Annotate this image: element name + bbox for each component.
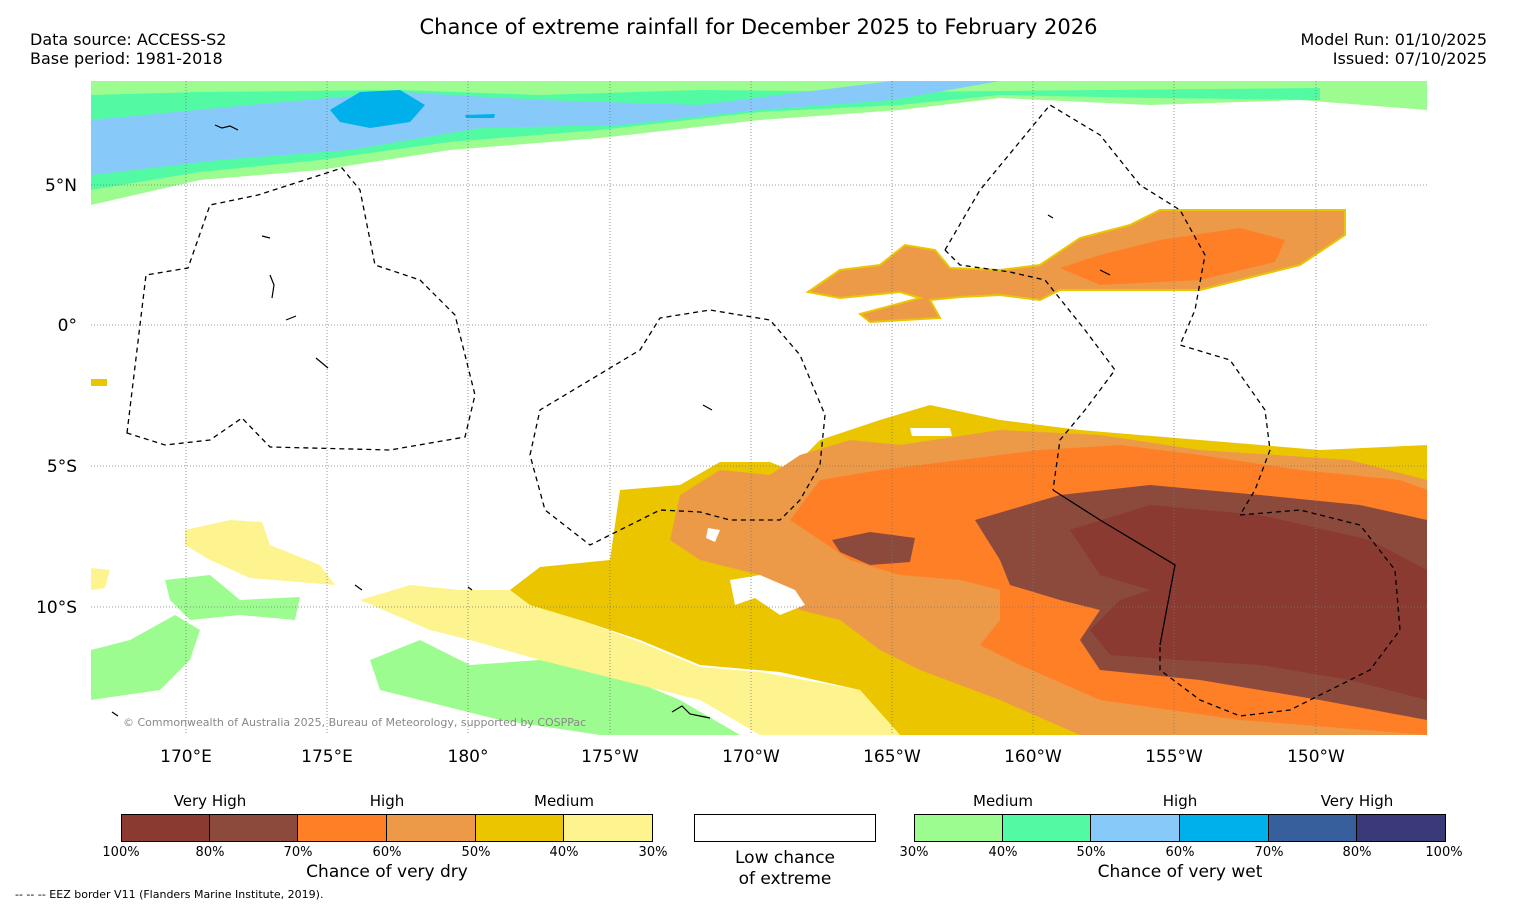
eez-borders	[126, 104, 1401, 717]
wet-swatch	[1269, 814, 1357, 842]
wet-south-2	[165, 575, 300, 620]
dry-swatch	[121, 814, 210, 842]
islands	[111, 124, 1111, 719]
copyright-note: © Commonwealth of Australia 2025, Bureau…	[123, 716, 586, 729]
lon-label: 175°W	[581, 747, 639, 767]
dry-cat-medium: Medium	[534, 792, 594, 810]
dry-north-60	[1060, 228, 1285, 285]
wet-swatch	[1091, 814, 1180, 842]
run-info: Model Run: 01/10/2025 Issued: 07/10/2025	[1301, 30, 1488, 68]
wet-cat-high: High	[1162, 792, 1198, 810]
dry-south-30	[360, 585, 900, 735]
dry-south-80b	[832, 532, 915, 565]
base-period: Base period: 1981-2018	[30, 49, 223, 68]
map-fields	[91, 81, 1427, 735]
eez-solid-segment	[1052, 489, 1176, 646]
dry-cat-very-high: Very High	[173, 792, 247, 810]
wet-tick: 60%	[1165, 845, 1195, 860]
low-chance-hole-1	[730, 575, 805, 615]
wet-south-1	[91, 615, 200, 700]
lat-labels: 5°N 0° 5°S 10°S	[36, 176, 77, 618]
wet-region-50	[91, 81, 1000, 175]
lon-label: 165°W	[863, 747, 921, 767]
wet-swatch	[1357, 814, 1446, 842]
dry-swatch	[564, 814, 653, 842]
dry-tick: 40%	[549, 845, 579, 860]
wet-tick: 70%	[1254, 845, 1284, 860]
lon-label: 155°W	[1145, 747, 1203, 767]
model-run: Model Run: 01/10/2025	[1300, 30, 1488, 49]
lon-label: 160°W	[1004, 747, 1062, 767]
wet-swatch	[1180, 814, 1269, 842]
lon-label: 170°E	[160, 747, 212, 767]
wet-tick: 40%	[988, 845, 1018, 860]
wet-cat-medium: Medium	[973, 792, 1033, 810]
wet-legend-title: Chance of very wet	[1097, 862, 1263, 882]
wet-tick: 50%	[1076, 845, 1106, 860]
lat-label: 5°N	[45, 176, 77, 196]
dry-south-30b	[185, 520, 335, 585]
wet-tick: 80%	[1342, 845, 1372, 860]
low-chance-swatch	[694, 814, 876, 842]
wet-tick: 100%	[1425, 845, 1463, 860]
dry-swatch	[298, 814, 387, 842]
low-chance-line1: Low chance	[735, 848, 835, 868]
low-chance-line2: of extreme	[738, 869, 832, 889]
dry-tick: 30%	[638, 845, 668, 860]
wet-tick: 30%	[899, 845, 929, 860]
wet-swatch	[1003, 814, 1091, 842]
lat-label: 0°	[58, 316, 77, 336]
dry-tick: 100%	[102, 845, 140, 860]
dry-swatch	[210, 814, 298, 842]
low-chance-hole-2	[910, 428, 952, 436]
wet-region-60	[330, 90, 425, 128]
wet-region-60b	[465, 114, 495, 118]
graticule	[91, 81, 1427, 735]
lon-label: 150°W	[1287, 747, 1345, 767]
dry-tick: 80%	[195, 845, 225, 860]
dry-swatch	[476, 814, 564, 842]
dry-swatch	[387, 814, 476, 842]
dry-legend-title: Chance of very dry	[306, 862, 468, 882]
wet-south-3	[370, 640, 740, 735]
data-info: Data source: ACCESS-S2 Base period: 1981…	[30, 30, 226, 68]
dry-south-80	[1070, 505, 1427, 700]
lon-label: 170°W	[722, 747, 780, 767]
map-title: Chance of extreme rainfall for December …	[419, 15, 1098, 39]
lon-label: 180°	[448, 747, 489, 767]
low-chance-hole-3	[706, 528, 720, 542]
wet-cat-very-high: Very High	[1320, 792, 1394, 810]
issued-date: Issued: 07/10/2025	[1332, 49, 1487, 68]
lon-label: 175°E	[301, 747, 353, 767]
data-source: Data source: ACCESS-S2	[30, 30, 227, 49]
lon-labels: 170°E 175°E 180° 175°W 170°W 165°W 160°W…	[160, 747, 1345, 767]
dry-south-30c	[91, 568, 110, 590]
lat-label: 5°S	[47, 457, 77, 477]
lat-label: 10°S	[36, 598, 77, 618]
low-chance-hole-4	[91, 379, 107, 386]
eez-footnote: -- -- -- EEZ border V11 (Flanders Marine…	[15, 888, 324, 901]
dry-tick: 50%	[461, 845, 491, 860]
wet-swatch	[914, 814, 1003, 842]
dry-cat-high: High	[369, 792, 405, 810]
dry-tick: 70%	[283, 845, 313, 860]
dry-tick: 60%	[372, 845, 402, 860]
